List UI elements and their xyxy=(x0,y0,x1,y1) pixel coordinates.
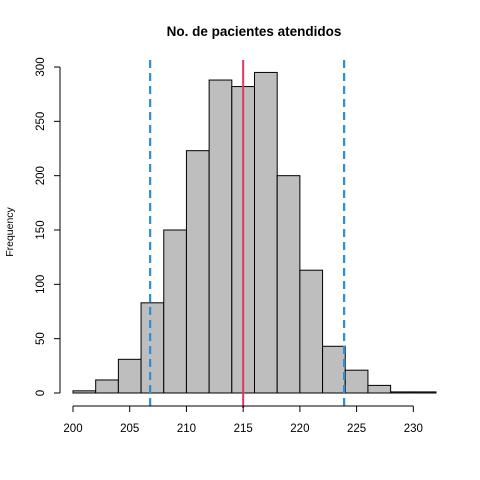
y-axis-label: Frequency xyxy=(4,206,16,256)
histogram-bar xyxy=(72,390,97,394)
histogram-bar xyxy=(367,384,392,394)
x-tick-label: 205 xyxy=(120,423,139,435)
chart-title: No. de pacientes atendidos xyxy=(167,24,342,39)
x-tick-label: 200 xyxy=(63,423,82,435)
histogram-bar xyxy=(412,391,437,394)
y-tick-label: 100 xyxy=(35,275,47,294)
histogram-bar xyxy=(140,302,165,394)
histogram-bar xyxy=(185,150,210,394)
histogram-bar xyxy=(163,229,187,394)
histogram-bar xyxy=(322,345,346,394)
x-tick-label: 215 xyxy=(234,423,253,435)
y-tick-label: 50 xyxy=(35,332,47,345)
bars-group xyxy=(72,71,437,394)
histogram-bar xyxy=(276,175,301,394)
histogram-bar xyxy=(344,369,369,394)
x-tick-label: 210 xyxy=(177,423,196,435)
x-tick-label: 220 xyxy=(290,423,309,435)
histogram-bar xyxy=(208,79,233,394)
histogram-bar xyxy=(299,269,324,394)
y-axis: 0 50 100 150 200 250 300 xyxy=(35,57,61,396)
y-tick-label: 200 xyxy=(35,166,47,185)
y-tick-label: 150 xyxy=(35,220,47,239)
x-tick-label: 230 xyxy=(404,423,423,435)
y-tick-label: 250 xyxy=(35,112,47,131)
y-tick-label: 0 xyxy=(35,390,47,396)
histogram-bar xyxy=(117,358,142,394)
histogram-bar xyxy=(390,391,414,394)
x-tick-label: 225 xyxy=(347,423,366,435)
histogram-bar xyxy=(254,71,278,394)
x-axis: 200 205 210 215 220 225 230 xyxy=(63,405,423,435)
y-tick-label: 300 xyxy=(35,57,47,76)
reference-lines-group xyxy=(149,60,346,408)
histogram-bar xyxy=(95,379,119,394)
